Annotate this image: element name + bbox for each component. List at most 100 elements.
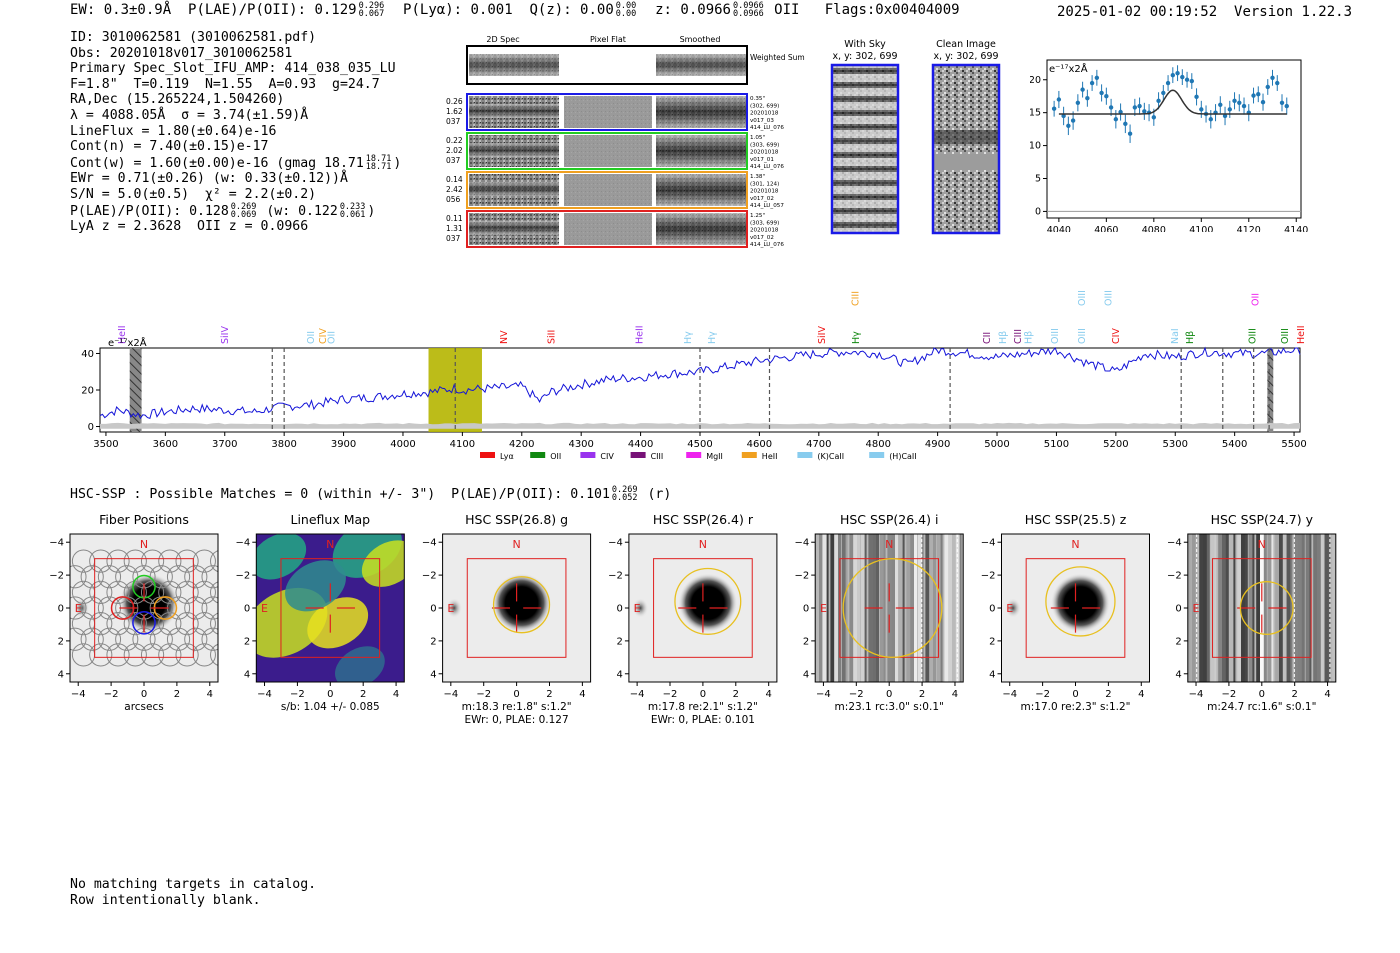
spec-line-label-text: OII xyxy=(1250,293,1261,306)
spec-x-tick-label: 4100 xyxy=(450,439,475,450)
fiber-row-left-value: 037 xyxy=(446,156,461,165)
fiber-row-right-value: 414_LU_057 xyxy=(750,203,784,209)
fit-point xyxy=(1199,107,1204,112)
fit-point xyxy=(1218,102,1223,107)
spec-line-label-text: CII xyxy=(982,332,993,344)
hsc-band: (r) xyxy=(647,487,672,502)
fiber-circle xyxy=(175,580,199,604)
cutout-panel-title: HSC SSP(26.4) i xyxy=(840,512,938,527)
fit-point xyxy=(1284,103,1289,109)
spec-line-label-text: SiIV xyxy=(220,326,231,344)
info-plae: P(LAE)/P(OII): 0.128 xyxy=(70,203,229,219)
spec-legend-label: MgII xyxy=(706,452,723,461)
info-fwhm: F=1.8" T=0.119 N=1.55 A=0.93 g=24.7 xyxy=(70,76,380,92)
cutout-x-tick-label: −4 xyxy=(257,689,272,700)
spec-legend-swatch xyxy=(869,452,885,458)
spec-line-label: OIII xyxy=(1077,328,1088,344)
col-header-smoothed: Smoothed xyxy=(680,35,721,44)
fiber-circle xyxy=(89,643,113,667)
fit-point xyxy=(1208,117,1213,122)
cutout-x-tick-label: −4 xyxy=(443,689,458,700)
spec-line-label: Hγ xyxy=(683,331,694,344)
spec-legend-label: Lyα xyxy=(500,452,514,461)
fit-point xyxy=(1056,97,1062,102)
spec-line-label: OIII xyxy=(1280,328,1291,344)
stripe xyxy=(936,534,942,682)
fiber-row-left-value: 1.31 xyxy=(446,224,463,233)
aperture-box xyxy=(466,558,567,658)
spec-line-label-text: HeII xyxy=(117,325,128,344)
fiber-row-2dspec-band xyxy=(469,221,559,235)
fiber-row-right-value: 1.25" xyxy=(750,213,765,219)
cutout-y-tick-label: 4 xyxy=(989,669,995,680)
spec-line-label-text: SiII xyxy=(546,330,557,344)
cutout-x-tick-label: 4 xyxy=(579,689,585,700)
east-label: E xyxy=(820,602,827,615)
fiber-row-left-value: 2.42 xyxy=(446,185,463,194)
cutout-x-tick-label: 0 xyxy=(886,689,892,700)
stripe xyxy=(914,534,917,682)
cutout-x-tick-label: 0 xyxy=(1259,689,1265,700)
stripe xyxy=(887,534,892,682)
cutout-panel-title: HSC SSP(26.4) r xyxy=(653,512,754,527)
fiber-row-left-value: 056 xyxy=(446,195,461,204)
spec-x-tick-label: 4800 xyxy=(865,439,890,450)
stripe xyxy=(826,534,829,682)
cutout-y-tick-label: 2 xyxy=(1175,636,1181,647)
stripe xyxy=(834,534,841,682)
fiber-circle xyxy=(80,627,104,651)
info-contw: Cont(w) = 1.60(±0.00)e-16 (gmag 18.71 xyxy=(70,155,364,171)
spec-line-label-text: Hγ xyxy=(683,331,694,344)
spec-bands xyxy=(129,348,1274,432)
header-summary: EW: 0.3±0.9Å P(LAE)/P(OII): 0.129 0.296 0.… xyxy=(70,2,960,19)
fiber-row-left-value: 1.62 xyxy=(446,107,463,116)
fiber-row-pixelflat xyxy=(564,96,652,128)
east-label: E xyxy=(447,602,454,615)
source-ellipse xyxy=(842,558,943,658)
fit-x-tick-label: 4140 xyxy=(1284,225,1308,232)
fiber-circle xyxy=(97,565,122,589)
spec-legend-label: CIII xyxy=(651,452,664,461)
fit-point xyxy=(1156,98,1161,104)
fit-point xyxy=(1170,72,1176,78)
cutout-x-tick-label: 4 xyxy=(765,689,771,700)
spec-legend-label: (H)CaII xyxy=(889,452,916,461)
fiber-circle xyxy=(210,581,218,604)
stripe xyxy=(1317,534,1323,682)
fiber-circle xyxy=(123,612,147,636)
cutout-x-tick-label: −2 xyxy=(1222,689,1237,700)
spec-x-tick-label: 4700 xyxy=(806,439,831,450)
cutout-x-tick-label: −4 xyxy=(1002,689,1017,700)
north-label: N xyxy=(140,538,148,551)
cutout-x-tick-label: 2 xyxy=(733,689,739,700)
fiber-circle xyxy=(70,596,87,620)
fiber-row-2dspec-band xyxy=(469,143,559,157)
stripe xyxy=(1191,534,1197,682)
cutout-caption-2: EWr: 0, PLAE: 0.101 xyxy=(651,714,755,726)
z-line: OII xyxy=(774,2,800,18)
info-plae-lo: 0.069 xyxy=(230,209,257,220)
fiber-circle xyxy=(106,549,130,573)
spec-x-tick-label: 4000 xyxy=(390,439,415,450)
cutout-image xyxy=(1001,534,1150,682)
cutout-y-tick-label: −4 xyxy=(1167,538,1182,549)
col-header-pixelflat: Pixel Flat xyxy=(590,35,626,44)
spec-line-label-text: OII xyxy=(327,331,338,344)
stripe xyxy=(1324,534,1330,682)
weighted-sum-row: Weighted Sum xyxy=(466,45,805,85)
spec-line-label: OIII xyxy=(1104,290,1115,306)
east-label: E xyxy=(75,602,82,615)
stripe xyxy=(1332,534,1336,682)
spec-line-label: Hβ xyxy=(998,331,1009,344)
stripe xyxy=(1233,534,1236,682)
cutout-y-tick-label: −4 xyxy=(422,538,437,549)
stripe xyxy=(1336,534,1342,682)
spec-line-label-text: OII xyxy=(306,331,317,344)
lineflux-blob xyxy=(335,646,385,682)
cutout-x-tick-label: 2 xyxy=(919,689,925,700)
info-lineflux: LineFlux = 1.80(±0.64)e-16 xyxy=(70,123,277,139)
fiber-row-left-value: 2.02 xyxy=(446,146,463,155)
fiber-row-right-value: v017_02 xyxy=(750,196,774,202)
fiber-row-right-value: (302, 699) xyxy=(750,103,779,109)
